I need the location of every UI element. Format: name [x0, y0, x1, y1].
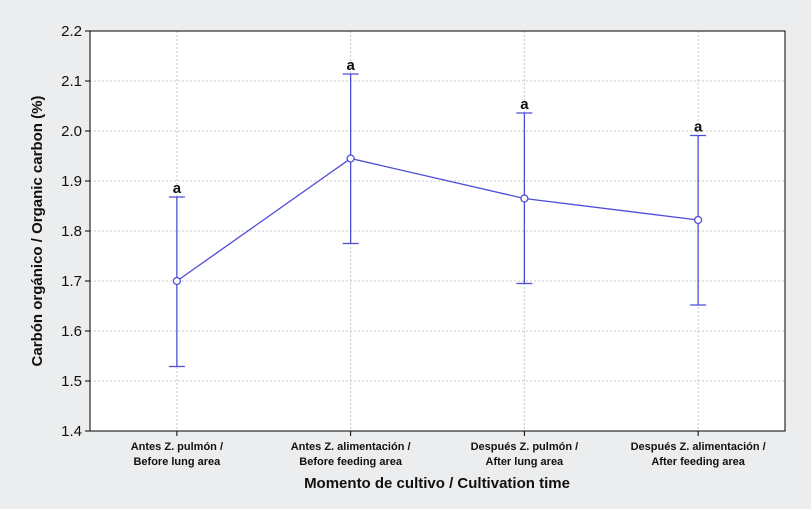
x-tick-label: Después Z. alimentación / After feeding a… — [631, 441, 766, 468]
series-line — [176, 157, 699, 282]
significance-label: a — [346, 57, 355, 74]
y-tick-label: 1.9 — [61, 173, 82, 190]
x-tick-label-line: Before feeding area — [299, 456, 403, 468]
x-tick-label-line: After feeding area — [651, 456, 745, 468]
y-tick-label: 1.8 — [61, 223, 82, 240]
x-tick-label-line: Before lung area — [133, 456, 221, 468]
y-tick-label: 1.7 — [61, 273, 82, 290]
x-axis-title: Momento de cultivo / Cultivation time — [304, 475, 570, 492]
data-point — [346, 154, 355, 163]
significance-label: a — [520, 96, 529, 113]
data-point — [172, 276, 182, 286]
y-tick-label: 1.6 — [61, 323, 82, 340]
x-tick-label: Antes Z. pulmón / Before lung area — [131, 441, 223, 468]
y-axis-title: Carbón orgánico / Organic carbon (%) — [29, 96, 46, 367]
x-tick-label: Después Z. pulmón / After lung area — [471, 441, 579, 468]
x-tick-label-line: Después Z. alimentación / — [631, 441, 766, 453]
significance-label: a — [694, 119, 703, 136]
y-tick-label: 2.2 — [61, 23, 82, 40]
data-point — [520, 194, 529, 203]
x-tick-label: Antes Z. alimentación / Before feeding ar… — [291, 441, 411, 468]
data-point — [693, 215, 703, 225]
x-tick-label-line: After lung area — [486, 456, 565, 468]
y-tick-label: 1.4 — [61, 423, 82, 440]
x-tick-label-line: Antes Z. alimentación / — [291, 441, 411, 453]
y-tick-label: 1.5 — [61, 373, 82, 390]
y-axis: 1.4 1.5 1.6 1.7 1.8 1.9 2.0 2.1 2.2 — [61, 23, 90, 440]
plot-area — [90, 31, 785, 431]
series-group: a a a a — [168, 57, 707, 368]
significance-label: a — [173, 180, 182, 197]
x-tick-label-line: Después Z. pulmón / — [471, 441, 579, 453]
y-tick-label: 2.0 — [61, 123, 82, 140]
y-tick-label: 2.1 — [61, 73, 82, 90]
x-tick-label-line: Antes Z. pulmón / — [131, 441, 223, 453]
